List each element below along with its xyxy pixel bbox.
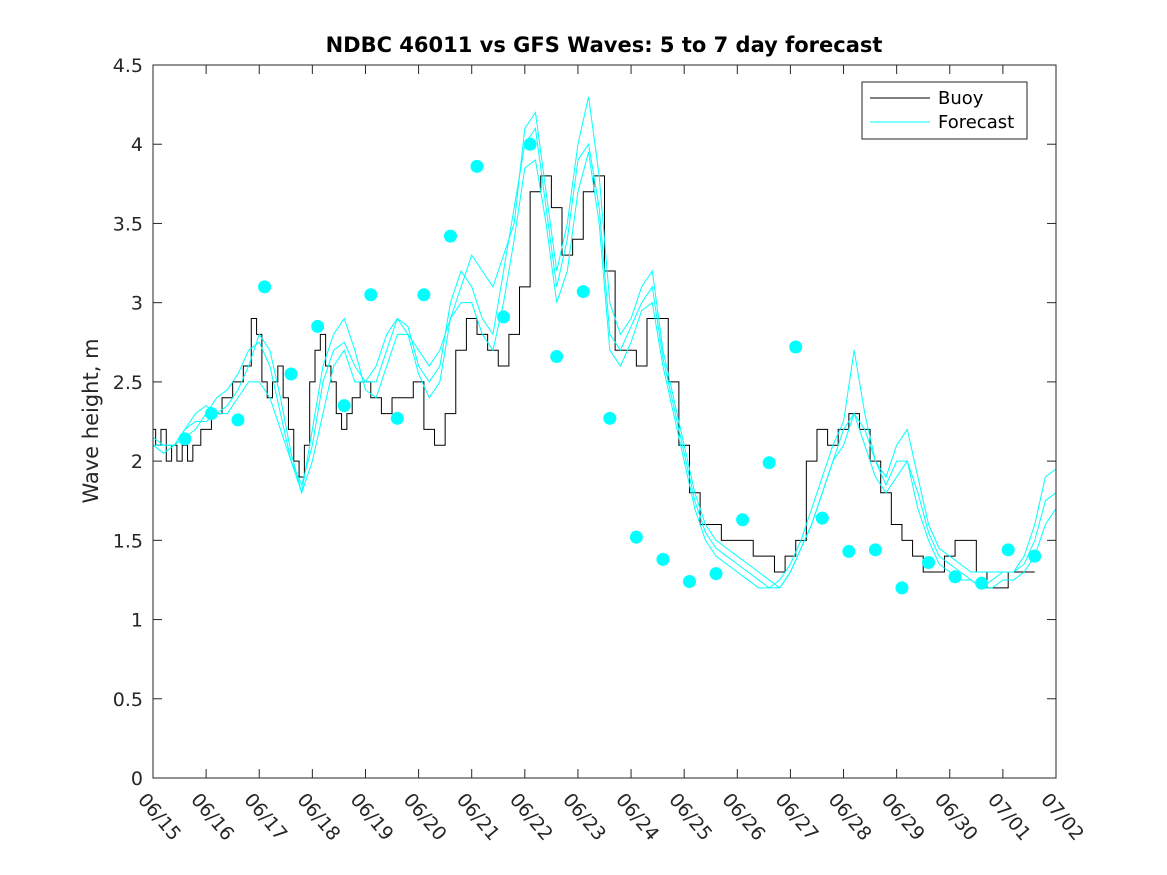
legend: Buoy Forecast — [861, 81, 1028, 140]
forecast-marker — [258, 280, 272, 294]
forecast-marker — [284, 367, 298, 381]
forecast-marker — [390, 411, 404, 425]
x-tick-label: 06/23 — [558, 789, 610, 845]
x-tick-label: 07/01 — [983, 789, 1035, 845]
forecast-marker — [682, 575, 696, 589]
forecast-marker — [204, 407, 218, 421]
legend-box — [861, 81, 1028, 140]
forecast-marker — [868, 543, 882, 557]
plot-frame — [152, 64, 1057, 779]
legend-buoy-label: Buoy — [938, 88, 984, 109]
forecast-marker — [417, 288, 431, 302]
forecast-marker — [1001, 543, 1015, 557]
x-tick-label: 06/28 — [824, 789, 876, 845]
x-tick-label: 06/16 — [186, 789, 238, 845]
forecast-marker — [576, 285, 590, 299]
y-tick-label: 1.5 — [113, 530, 143, 552]
forecast-marker — [948, 570, 962, 584]
y-tick-label: 4 — [131, 134, 143, 156]
x-tick-label: 06/29 — [877, 789, 929, 845]
forecast-marker — [311, 319, 325, 333]
forecast-marker — [443, 229, 457, 243]
y-tick-label: 4.5 — [113, 55, 143, 77]
forecast-marker — [922, 556, 936, 570]
x-tick-label: 06/19 — [346, 789, 398, 845]
x-tick-label: 06/22 — [505, 789, 557, 845]
x-tick-label: 06/17 — [239, 789, 291, 845]
forecast-marker — [975, 576, 989, 590]
x-tick-label: 06/30 — [930, 789, 982, 845]
y-tick-label: 3 — [131, 293, 143, 315]
x-tick-label: 06/26 — [717, 789, 769, 845]
buoy-line — [153, 175, 1035, 589]
y-tick-label: 1 — [131, 610, 143, 632]
forecast-marker — [178, 432, 192, 446]
y-tick-label: 3.5 — [113, 213, 143, 235]
x-tick-label: 06/24 — [611, 789, 663, 845]
forecast-marker — [629, 530, 643, 544]
y-tick-label: 2 — [131, 451, 143, 473]
forecast-marker — [523, 137, 537, 151]
y-tick-label: 2.5 — [113, 372, 143, 394]
forecast-marker — [603, 411, 617, 425]
forecast-marker — [364, 288, 378, 302]
x-tick-label: 06/15 — [133, 789, 185, 845]
x-tick-label: 06/25 — [664, 789, 716, 845]
chart-title: NDBC 46011 vs GFS Waves: 5 to 7 day fore… — [326, 33, 883, 57]
series-layer — [152, 96, 1057, 595]
forecast-marker — [231, 413, 245, 427]
legend-forecast-label: Forecast — [938, 112, 1014, 133]
forecast-line — [153, 96, 1057, 589]
forecast-marker — [709, 567, 723, 581]
forecast-marker — [470, 159, 484, 173]
forecast-marker — [842, 544, 856, 558]
forecast-marker — [337, 399, 351, 413]
forecast-marker — [895, 581, 909, 595]
forecast-marker — [762, 456, 776, 470]
forecast-marker — [815, 511, 829, 525]
forecast-marker — [736, 513, 750, 527]
x-tick-label: 06/18 — [293, 789, 345, 845]
y-axis-label: Wave height, m — [79, 338, 103, 503]
y-tick-label: 0 — [131, 768, 143, 790]
x-tick-label: 06/27 — [771, 789, 823, 845]
forecast-line — [152, 152, 1057, 589]
forecast-marker — [656, 552, 670, 566]
x-tick-label: 07/02 — [1036, 789, 1088, 845]
forecast-marker — [1028, 549, 1042, 563]
forecast-marker — [497, 310, 511, 324]
y-tick-label: 0.5 — [113, 689, 143, 711]
x-tick-label: 06/21 — [452, 789, 504, 845]
forecast-marker — [789, 340, 803, 354]
forecast-marker — [550, 350, 564, 364]
forecast-line — [152, 127, 1057, 589]
x-tick-label: 06/20 — [399, 789, 451, 845]
